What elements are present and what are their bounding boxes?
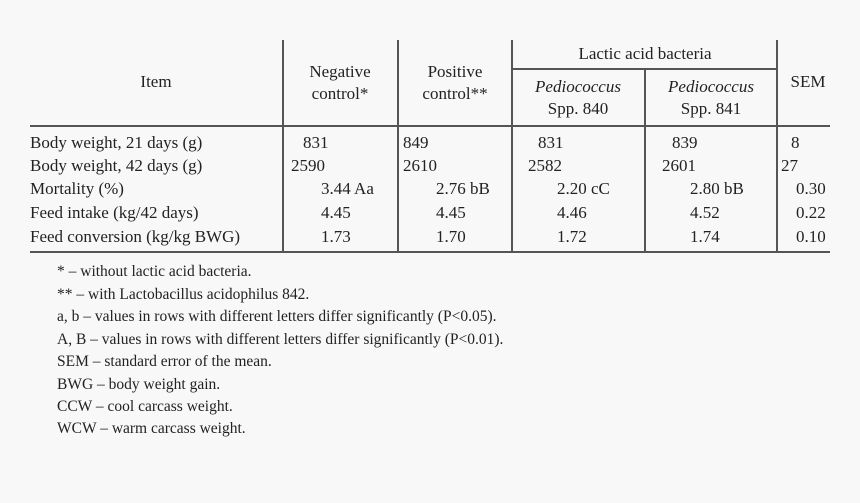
footnote: WCW – warm carcass weight. [57, 420, 246, 437]
cell: 8 [791, 133, 800, 152]
footnote: CCW – cool carcass weight. [57, 398, 233, 415]
header-pedio841-2: Spp. 841 [680, 99, 742, 118]
bottom-rule [30, 251, 830, 253]
cell: 2601 [662, 156, 696, 175]
cell: 4.45 [321, 203, 351, 222]
cell: 4.52 [690, 203, 720, 222]
header-pedio841-1: Pediococcus [668, 77, 754, 96]
cell: 839 [672, 133, 698, 152]
header-item: Item [140, 72, 172, 91]
cell: 831 [303, 133, 329, 152]
row-item: Body weight, 21 days (g) [30, 133, 203, 152]
cell: 1.74 [690, 227, 720, 246]
cell: 2590 [291, 156, 325, 175]
cell: 2.80 bB [690, 179, 744, 198]
header-rule [30, 125, 830, 127]
row-item: Mortality (%) [30, 179, 124, 198]
footnote: SEM – standard error of the mean. [57, 353, 272, 370]
row-item: Body weight, 42 days (g) [30, 156, 203, 175]
cell: 4.46 [557, 203, 587, 222]
header-negative-2: control* [311, 84, 369, 103]
cell: 2.20 cC [557, 179, 610, 198]
header-positive-2: control** [422, 84, 488, 103]
footnote: a, b – values in rows with different let… [57, 308, 497, 325]
cell: 27 [781, 156, 798, 175]
cell: 2610 [403, 156, 437, 175]
column-divider [644, 69, 646, 253]
header-sem: SEM [790, 72, 826, 91]
header-pedio840-1: Pediococcus [535, 77, 621, 96]
cell: 2.76 bB [436, 179, 490, 198]
cell: 1.73 [321, 227, 351, 246]
footnote: ** – with Lactobacillus acidophilus 842. [57, 286, 310, 303]
header-positive-1: Positive [427, 62, 483, 81]
column-divider [776, 40, 778, 253]
column-divider [511, 40, 513, 253]
cell: 1.72 [557, 227, 587, 246]
cell: 831 [538, 133, 564, 152]
row-item: Feed conversion (kg/kg BWG) [30, 227, 241, 246]
cell: 849 [403, 133, 429, 152]
row-item: Feed intake (kg/42 days) [30, 203, 199, 222]
cell: 1.70 [436, 227, 466, 246]
footnote: A, B – values in rows with different let… [57, 331, 504, 348]
cell: 4.45 [436, 203, 466, 222]
column-divider [397, 40, 399, 253]
column-divider [282, 40, 284, 253]
cell: 0.22 [796, 203, 826, 222]
header-group-lab: Lactic acid bacteria [578, 44, 712, 63]
header-pedio840-2: Spp. 840 [547, 99, 609, 118]
cell: 2582 [528, 156, 562, 175]
cell: 3.44 Aa [321, 179, 374, 198]
footnote: BWG – body weight gain. [57, 376, 221, 393]
cell: 0.10 [796, 227, 826, 246]
cell: 0.30 [796, 179, 826, 198]
footnote: * – without lactic acid bacteria. [57, 263, 252, 280]
header-negative-1: Negative [309, 62, 371, 81]
